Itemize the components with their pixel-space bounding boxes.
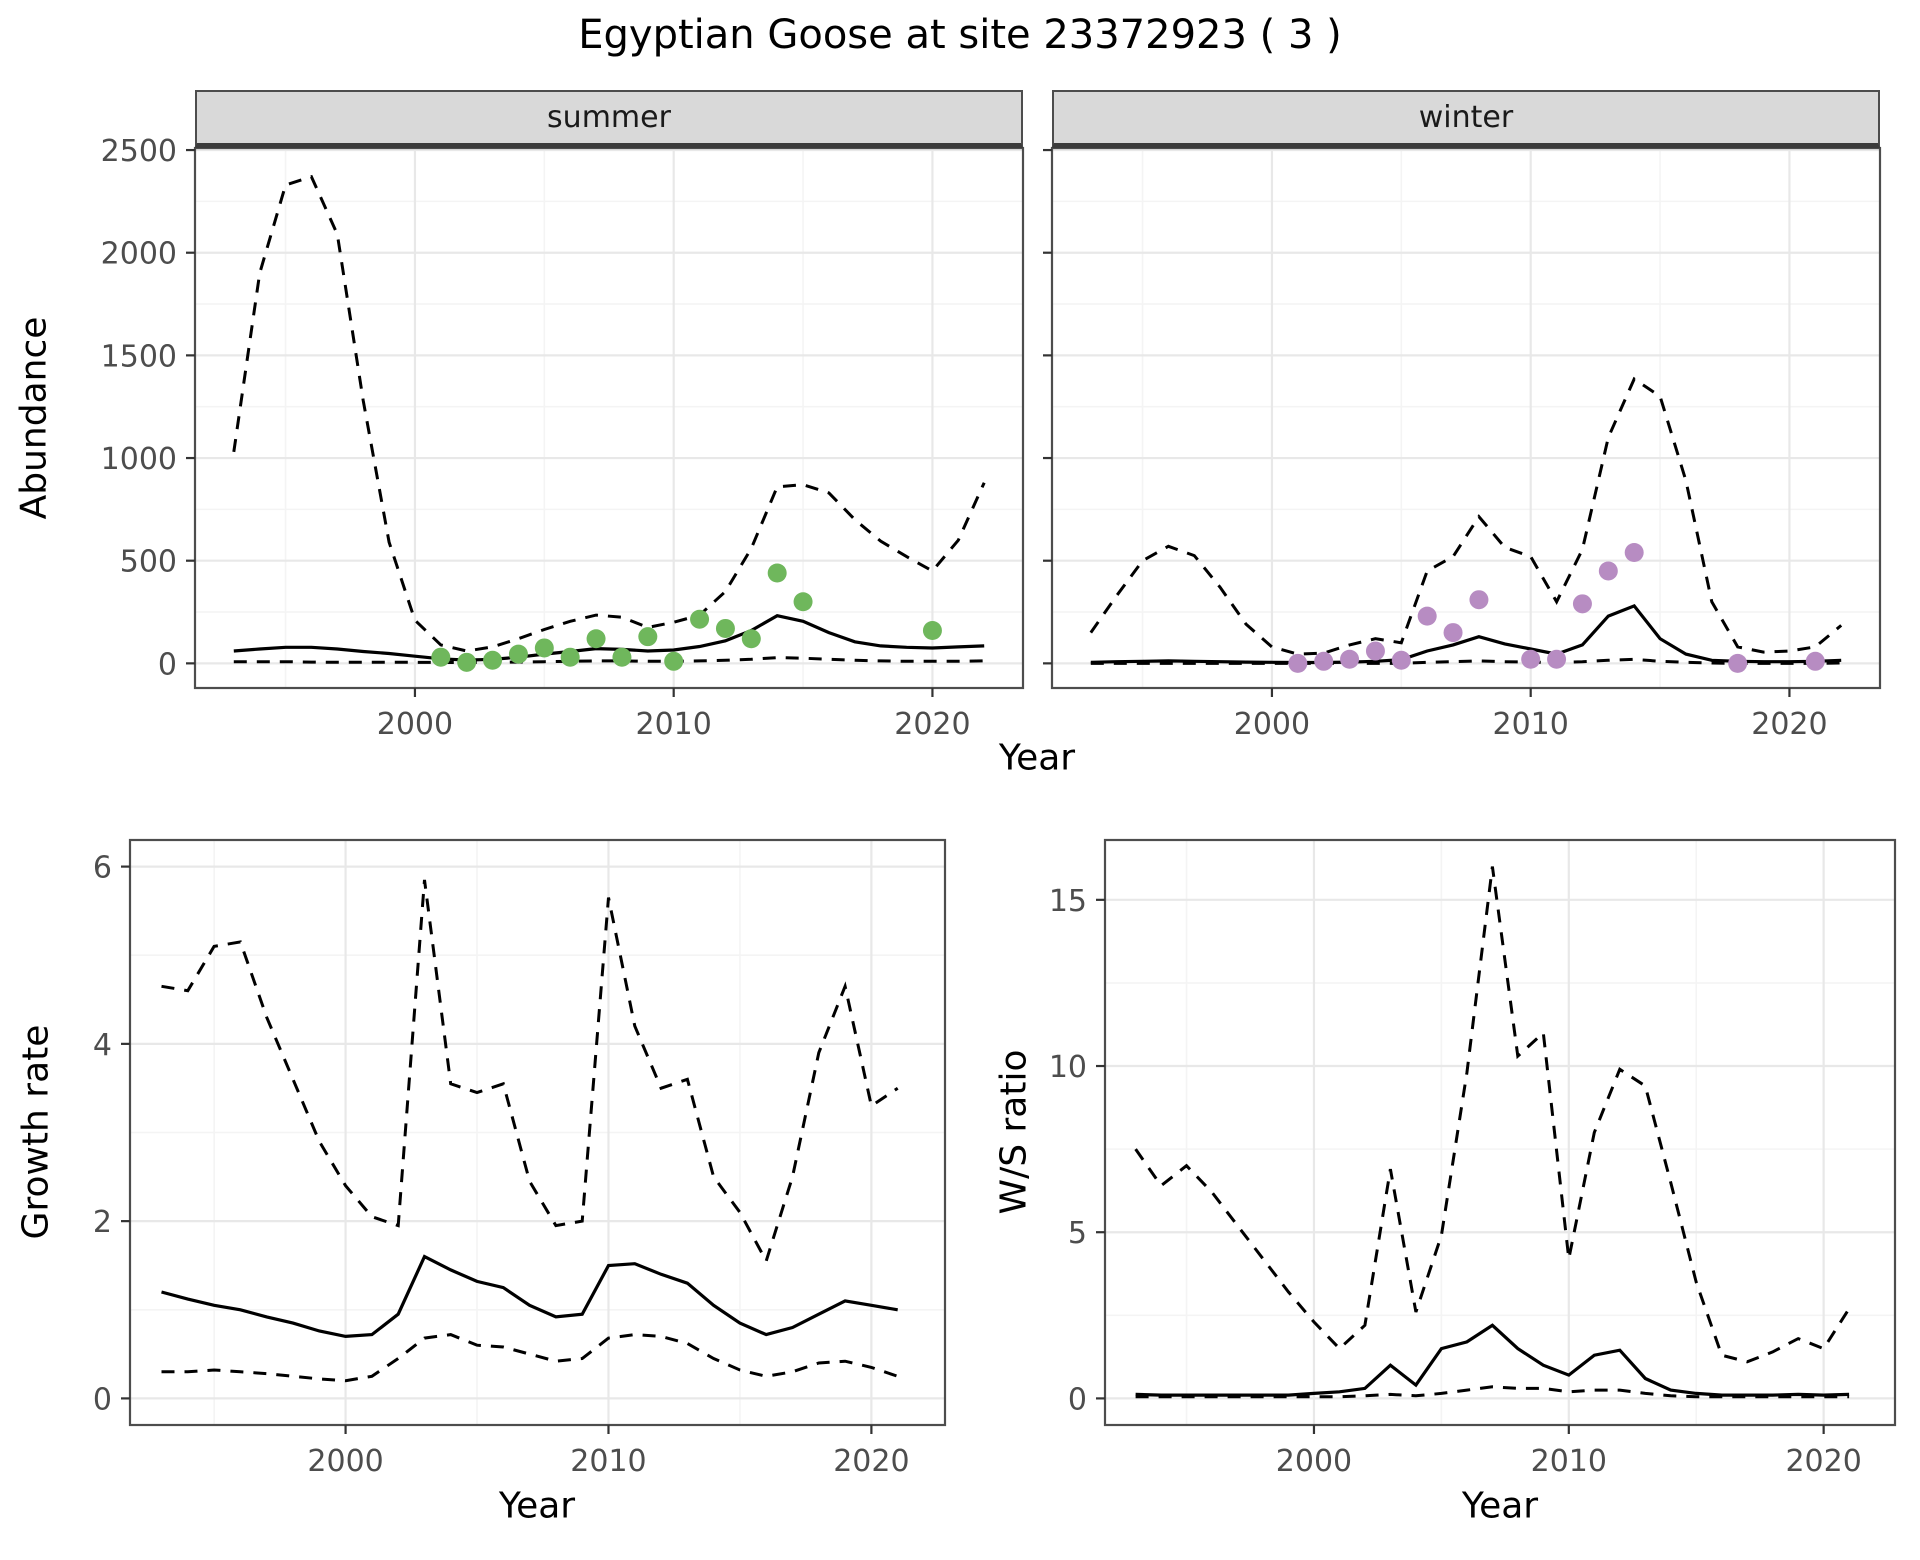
facet-strip-summer-label: summer bbox=[547, 100, 671, 135]
growth-x-axis-title: Year bbox=[498, 1485, 576, 1527]
ws-ratio-axis-title: W/S ratio bbox=[993, 1049, 1035, 1215]
figure-title: Egyptian Goose at site 23372923 ( 3 ) bbox=[578, 12, 1342, 58]
y-tick-label: 10 bbox=[1049, 1050, 1087, 1085]
observation-point bbox=[586, 629, 606, 649]
upper-ci-line bbox=[232, 174, 986, 653]
observation-point bbox=[1365, 641, 1385, 661]
mean-line bbox=[1135, 1323, 1850, 1397]
observation-point bbox=[1805, 651, 1825, 671]
y-tick-label: 0 bbox=[1068, 1382, 1087, 1417]
facet-strip-winter-label: winter bbox=[1418, 100, 1514, 135]
x-tick-label: 2010 bbox=[1531, 1444, 1607, 1479]
panel-winter: 2000 2010 2020 bbox=[1043, 146, 1882, 742]
observation-point bbox=[1443, 623, 1463, 643]
x-tick-label: 2000 bbox=[1276, 1444, 1352, 1479]
y-tick-label: 5 bbox=[1068, 1216, 1087, 1251]
observation-point bbox=[1314, 651, 1334, 671]
y-tick-label: 0 bbox=[93, 1382, 112, 1417]
x-tick-label: 2020 bbox=[1751, 707, 1827, 742]
observation-point bbox=[483, 650, 503, 670]
x-tick-label: 2000 bbox=[377, 707, 453, 742]
y-tick-label: 2 bbox=[93, 1205, 112, 1240]
upper-ci-line bbox=[161, 879, 899, 1265]
observation-point bbox=[508, 644, 528, 664]
x-tick-label: 2000 bbox=[1234, 707, 1310, 742]
observation-point bbox=[612, 647, 632, 667]
y-tick-label: 6 bbox=[93, 851, 112, 886]
growth-rate-axis-title: Growth rate bbox=[15, 1024, 57, 1240]
observation-point bbox=[1340, 649, 1360, 669]
x-tick-label: 2020 bbox=[833, 1444, 909, 1479]
x-tick-label: 2000 bbox=[307, 1444, 383, 1479]
x-tick-label: 2010 bbox=[570, 1444, 646, 1479]
top-x-axis-title: Year bbox=[998, 737, 1076, 779]
panel-ws-ratio: 2000 2010 2020 0 5 10 15 bbox=[1049, 838, 1897, 1479]
observation-point bbox=[1521, 649, 1541, 669]
panel-growth-rate: 2000 2010 2020 0 2 4 6 bbox=[93, 838, 947, 1479]
observation-point bbox=[767, 563, 787, 583]
observation-point bbox=[638, 627, 658, 647]
observation-point bbox=[793, 592, 813, 612]
lower-ci-line bbox=[233, 656, 985, 664]
observation-point bbox=[741, 629, 761, 649]
upper-ci-line bbox=[1134, 866, 1851, 1364]
ws-x-axis-title: Year bbox=[1461, 1485, 1539, 1527]
y-tick-label: 0 bbox=[158, 647, 177, 682]
x-tick-label: 2020 bbox=[1785, 1444, 1861, 1479]
observation-point bbox=[1624, 542, 1644, 562]
y-tick-label: 4 bbox=[93, 1028, 112, 1063]
observation-point bbox=[534, 638, 554, 658]
x-tick-label: 2010 bbox=[1493, 707, 1569, 742]
mean-line bbox=[233, 614, 985, 662]
observation-point bbox=[1728, 653, 1748, 673]
y-tick-label: 500 bbox=[120, 545, 177, 580]
observation-point bbox=[922, 621, 942, 641]
y-tick-label: 1000 bbox=[101, 442, 177, 477]
observation-point bbox=[1547, 649, 1567, 669]
x-tick-label: 2020 bbox=[894, 707, 970, 742]
observation-point bbox=[1469, 590, 1489, 610]
y-tick-label: 2000 bbox=[101, 237, 177, 272]
observation-point bbox=[1572, 594, 1592, 614]
observation-point bbox=[560, 647, 580, 667]
mean-line bbox=[161, 1254, 898, 1339]
panel-summer: 2000 2010 2020 0 500 1000 1500 2000 2500 bbox=[101, 134, 1025, 742]
observation-point bbox=[457, 652, 477, 672]
facet-strip-summer: summer bbox=[195, 90, 1023, 148]
observation-point bbox=[1417, 606, 1437, 626]
y-tick-label: 2500 bbox=[101, 134, 177, 169]
facet-strip-winter: winter bbox=[1052, 90, 1880, 148]
mean-line bbox=[1090, 603, 1842, 665]
observation-point bbox=[715, 618, 735, 638]
y-tick-label: 1500 bbox=[101, 339, 177, 374]
observation-point bbox=[1288, 653, 1308, 673]
y-tick-label: 15 bbox=[1049, 884, 1087, 919]
observation-point bbox=[1391, 650, 1411, 670]
lower-ci-line bbox=[1090, 657, 1842, 665]
abundance-axis-title: Abundance bbox=[13, 316, 55, 520]
observation-point bbox=[664, 651, 684, 671]
observation-point bbox=[1598, 561, 1618, 581]
upper-ci-line bbox=[1089, 376, 1843, 656]
lower-ci-line bbox=[161, 1333, 899, 1383]
observation-point bbox=[431, 647, 451, 667]
x-tick-label: 2010 bbox=[636, 707, 712, 742]
observation-point bbox=[690, 609, 710, 629]
